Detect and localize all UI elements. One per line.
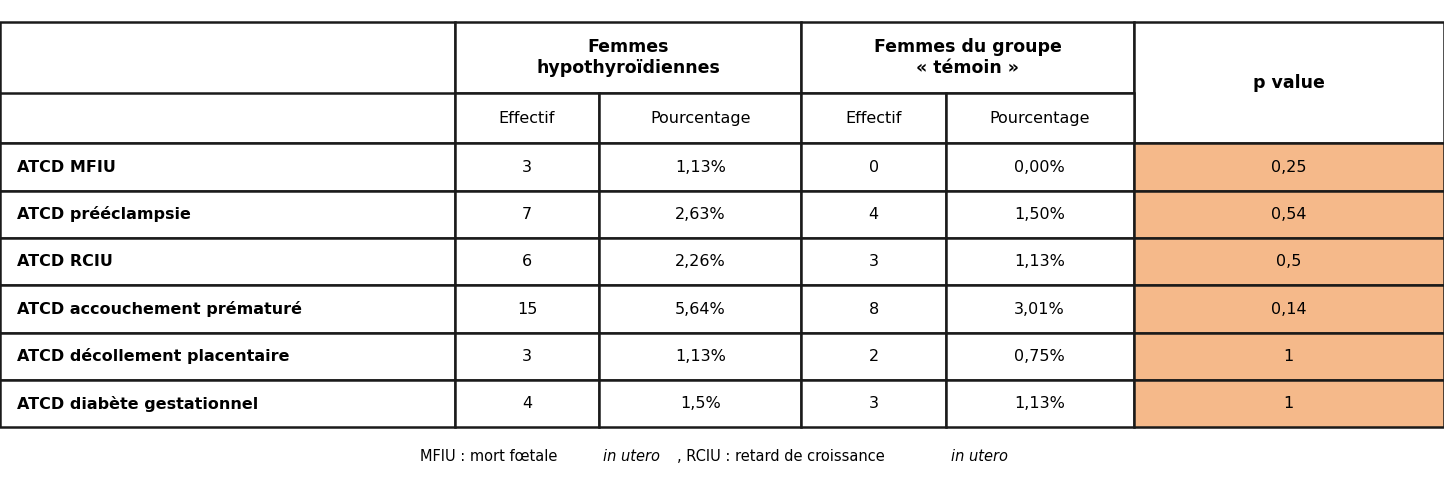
Bar [0, 333, 455, 380]
Bar [0, 285, 455, 333]
Bar [1134, 285, 1444, 333]
Text: 2: 2 [868, 349, 879, 364]
Bar [801, 380, 946, 427]
Bar [0, 191, 455, 238]
Bar [946, 93, 1134, 143]
Text: 5,64%: 5,64% [674, 301, 726, 317]
Text: in utero: in utero [604, 449, 660, 464]
Bar [599, 93, 801, 143]
Text: 0,25: 0,25 [1271, 159, 1307, 175]
Bar [455, 285, 599, 333]
Text: 0: 0 [868, 159, 879, 175]
Bar [599, 238, 801, 285]
Text: 1,13%: 1,13% [1014, 396, 1066, 412]
Text: 2,26%: 2,26% [674, 254, 726, 270]
Bar [455, 143, 599, 191]
Text: 0,54: 0,54 [1271, 207, 1307, 222]
Bar [1134, 143, 1444, 191]
Text: 1,13%: 1,13% [1014, 254, 1066, 270]
Bar [946, 333, 1134, 380]
Text: Effectif: Effectif [845, 111, 902, 126]
Text: MFIU : mort fœtale: MFIU : mort fœtale [420, 449, 562, 464]
Bar [1134, 238, 1444, 285]
Bar [455, 380, 599, 427]
Text: Femmes
hypothyroïdiennes: Femmes hypothyroïdiennes [536, 38, 721, 77]
Bar [801, 333, 946, 380]
Text: ATCD RCIU: ATCD RCIU [17, 254, 113, 270]
Bar [801, 238, 946, 285]
Text: 7: 7 [521, 207, 533, 222]
Text: 3,01%: 3,01% [1014, 301, 1066, 317]
Text: 4: 4 [868, 207, 879, 222]
Bar [599, 333, 801, 380]
Bar [946, 380, 1134, 427]
Bar [599, 380, 801, 427]
Bar [0, 93, 455, 143]
Bar [1134, 22, 1444, 143]
Text: 0,00%: 0,00% [1014, 159, 1066, 175]
Text: 1: 1 [1284, 349, 1294, 364]
Text: 8: 8 [868, 301, 879, 317]
Text: 1,13%: 1,13% [674, 349, 726, 364]
Bar [801, 285, 946, 333]
Bar [0, 143, 455, 191]
Text: in utero: in utero [950, 449, 1008, 464]
Text: 1,13%: 1,13% [674, 159, 726, 175]
Text: 15: 15 [517, 301, 537, 317]
Text: ATCD prééclampsie: ATCD prééclampsie [17, 206, 191, 223]
Text: , RCIU : retard de croissance: , RCIU : retard de croissance [677, 449, 890, 464]
Bar [801, 22, 1134, 93]
Bar [801, 143, 946, 191]
Text: 4: 4 [521, 396, 533, 412]
Text: 3: 3 [869, 396, 878, 412]
Bar [801, 93, 946, 143]
Bar [599, 143, 801, 191]
Bar [599, 191, 801, 238]
Text: 3: 3 [523, 159, 531, 175]
Text: 0,14: 0,14 [1271, 301, 1307, 317]
Text: 1: 1 [1284, 396, 1294, 412]
Bar [1134, 333, 1444, 380]
Bar [0, 22, 455, 143]
Text: 1,50%: 1,50% [1014, 207, 1066, 222]
Bar [946, 191, 1134, 238]
Bar [946, 238, 1134, 285]
Text: ATCD accouchement prématuré: ATCD accouchement prématuré [17, 301, 302, 317]
Text: 0,75%: 0,75% [1014, 349, 1066, 364]
Bar [0, 380, 455, 427]
Text: 6: 6 [521, 254, 533, 270]
Text: ATCD MFIU: ATCD MFIU [17, 159, 116, 175]
Text: 3: 3 [523, 349, 531, 364]
Bar [455, 238, 599, 285]
Text: Pourcentage: Pourcentage [989, 111, 1090, 126]
Bar [946, 285, 1134, 333]
Text: Effectif: Effectif [498, 111, 556, 126]
Text: 0,5: 0,5 [1276, 254, 1301, 270]
Bar [0, 238, 455, 285]
Bar [455, 333, 599, 380]
Bar [455, 191, 599, 238]
Text: 1,5%: 1,5% [680, 396, 721, 412]
Bar [599, 285, 801, 333]
Bar [946, 143, 1134, 191]
Bar [455, 93, 599, 143]
Text: 2,63%: 2,63% [674, 207, 726, 222]
Text: Femmes du groupe
« témoin »: Femmes du groupe « témoin » [874, 38, 1061, 77]
Text: p value: p value [1253, 73, 1324, 92]
Text: ATCD décollement placentaire: ATCD décollement placentaire [17, 348, 290, 365]
Text: 3: 3 [869, 254, 878, 270]
Bar [1134, 191, 1444, 238]
Bar [1134, 380, 1444, 427]
Bar [455, 22, 801, 93]
Text: Pourcentage: Pourcentage [650, 111, 751, 126]
Bar [801, 191, 946, 238]
Text: ATCD diabète gestationnel: ATCD diabète gestationnel [17, 396, 258, 412]
